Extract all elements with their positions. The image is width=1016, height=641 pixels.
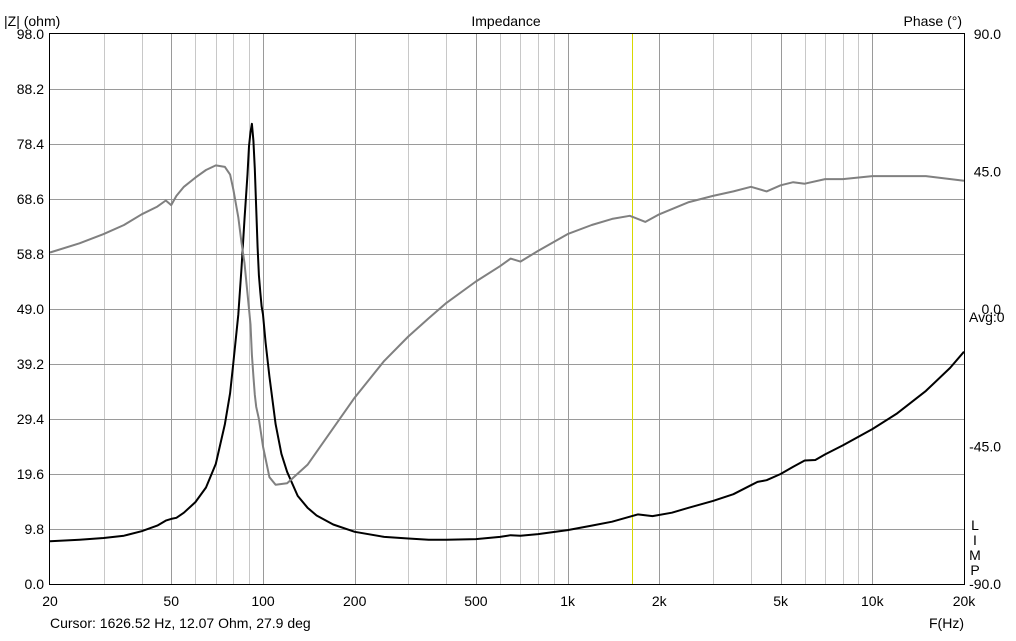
x-tick-label: 50: [163, 593, 179, 609]
y-left-tick-label: 0.0: [25, 576, 45, 592]
y-axis-right-label: Phase (°): [903, 13, 962, 29]
y-left-tick-labels: 0.0 9.8 19.6 29.4 39.2 49.0 58.8 68.6 78.4 88.2 98…: [17, 26, 44, 592]
y-left-tick-label: 19.6: [17, 466, 44, 482]
x-tick-label: 5k: [773, 593, 789, 609]
y-right-tick-label: 45.0: [974, 164, 1001, 180]
side-label-letter: I: [973, 532, 977, 548]
cursor-readout: Cursor: 1626.52 Hz, 12.07 Ohm, 27.9 deg: [50, 615, 311, 631]
grid: [50, 34, 964, 584]
x-tick-label: 2k: [652, 593, 668, 609]
y-left-tick-label: 29.4: [17, 411, 44, 427]
y-left-tick-label: 78.4: [17, 136, 44, 152]
y-right-tick-label: 0.0: [982, 301, 1002, 317]
y-right-tick-labels: 90.0 45.0 0.0 -45.0 -90.0: [969, 26, 1001, 592]
x-tick-label: 10k: [861, 593, 885, 609]
x-axis-label: F(Hz): [929, 615, 964, 631]
plot-border: [49, 33, 965, 585]
x-tick-label: 20: [42, 593, 58, 609]
x-tick-label: 200: [343, 593, 367, 609]
y-left-tick-label: 98.0: [17, 26, 44, 42]
impedance-series-line: [49, 122, 965, 543]
x-tick-label: 100: [251, 593, 275, 609]
y-left-tick-label: 39.2: [17, 356, 44, 372]
x-tick-label: 20k: [953, 593, 977, 609]
side-label-letter: L: [971, 517, 979, 533]
y-left-tick-label: 58.8: [17, 246, 44, 262]
x-tick-label: 500: [464, 593, 488, 609]
x-tick-labels: 20 50 100 200 500 1k 2k 5k 10k 20k: [42, 593, 976, 609]
y-left-tick-label: 88.2: [17, 81, 44, 97]
y-axis-left-label: |Z| (ohm): [4, 13, 60, 29]
side-label-letter: M: [969, 547, 981, 563]
y-left-tick-label: 49.0: [17, 301, 44, 317]
side-label-letter: P: [970, 562, 979, 578]
y-right-tick-label: 90.0: [974, 26, 1001, 42]
chart-title: Impedance: [471, 13, 540, 29]
y-right-tick-label: -45.0: [969, 439, 1001, 455]
x-tick-label: 1k: [560, 593, 576, 609]
y-right-tick-label: -90.0: [969, 576, 1001, 592]
series-layer: [49, 122, 965, 543]
y-left-tick-label: 68.6: [17, 191, 44, 207]
avg-annotation: Avg:0: [969, 309, 1005, 325]
phase-series-line: [49, 164, 965, 486]
y-left-tick-label: 9.8: [25, 521, 45, 537]
